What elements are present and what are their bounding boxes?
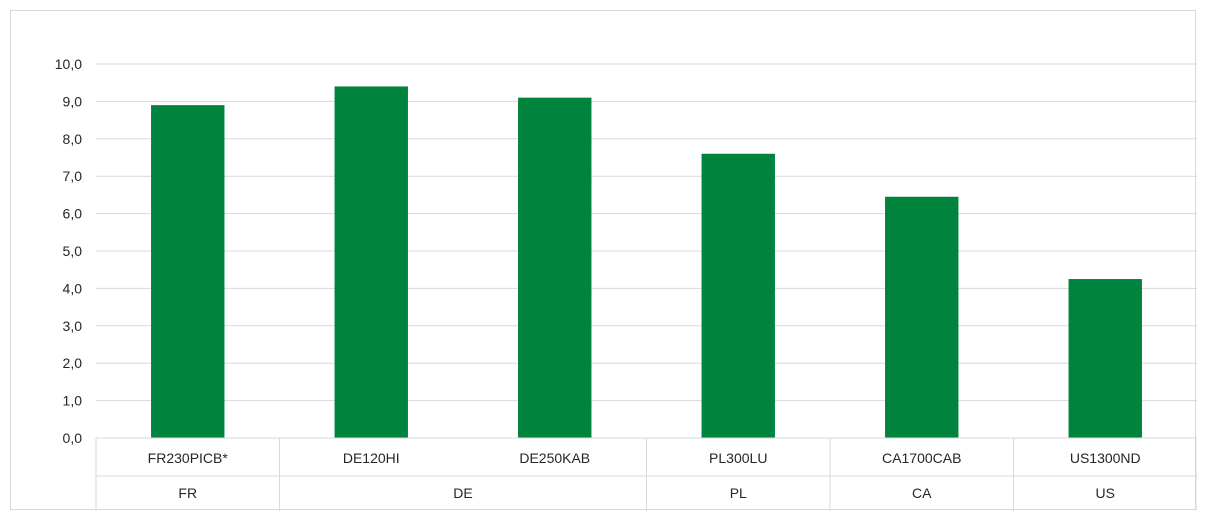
bar-us1300nd: [1068, 279, 1142, 438]
x-category-label: CA1700CAB: [882, 450, 961, 466]
bars: [151, 86, 1142, 438]
x-category-label: DE250KAB: [519, 450, 590, 466]
gridlines: [96, 63, 1197, 402]
x-category-label: FR230PICB*: [148, 450, 229, 466]
bar-chart: 0,0 1,0 2,0 3,0 4,0 5,0 6,0 7,0 8,0 9,0 10,0 FR230…: [55, 56, 1197, 511]
x-group-label: DE: [453, 485, 472, 501]
y-tick-label: 7,0: [63, 168, 83, 184]
x-category-label: DE120HI: [343, 450, 400, 466]
x-category-label: US1300ND: [1070, 450, 1141, 466]
y-tick-label: 3,0: [63, 318, 83, 334]
bar-ca1700cab: [885, 196, 959, 438]
x-category-label: PL300LU: [709, 450, 767, 466]
bar-de120hi: [334, 86, 408, 438]
y-tick-label: 6,0: [63, 206, 83, 222]
x-group-label: PL: [730, 485, 747, 501]
y-tick-label: 10,0: [55, 56, 82, 72]
x-group-label: CA: [912, 485, 932, 501]
y-tick-label: 2,0: [63, 355, 83, 371]
y-tick-label: 9,0: [63, 93, 83, 109]
y-tick-label: 8,0: [63, 131, 83, 147]
x-axis: FR230PICB* DE120HI DE250KAB PL300LU CA1700CA…: [95, 437, 1197, 511]
bar-de250kab: [518, 97, 592, 438]
y-tick-label: 1,0: [63, 393, 83, 409]
y-axis: 0,0 1,0 2,0 3,0 4,0 5,0 6,0 7,0 8,0 9,0 10,0: [55, 56, 82, 446]
x-group-label: FR: [178, 485, 197, 501]
x-group-label: US: [1096, 485, 1115, 501]
bar-fr230picb: [151, 105, 225, 438]
y-tick-label: 5,0: [63, 243, 83, 259]
chart-frame: 0,0 1,0 2,0 3,0 4,0 5,0 6,0 7,0 8,0 9,0 10,0 FR230…: [10, 10, 1197, 511]
y-tick-label: 0,0: [63, 430, 83, 446]
bar-pl300lu: [701, 153, 775, 438]
y-tick-label: 4,0: [63, 280, 83, 296]
